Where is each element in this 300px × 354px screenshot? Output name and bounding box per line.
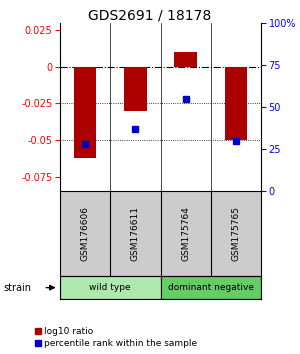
- Bar: [60, 276, 160, 299]
- Bar: [160, 276, 261, 299]
- Bar: [225, 67, 247, 140]
- Text: GSM176611: GSM176611: [131, 206, 140, 261]
- Text: GSM176606: GSM176606: [81, 206, 90, 261]
- Legend: log10 ratio, percentile rank within the sample: log10 ratio, percentile rank within the …: [34, 327, 197, 348]
- Bar: [174, 52, 197, 67]
- Text: GSM175765: GSM175765: [231, 206, 240, 261]
- Text: GDS2691 / 18178: GDS2691 / 18178: [88, 9, 212, 23]
- Text: wild type: wild type: [89, 283, 131, 292]
- Text: GSM175764: GSM175764: [181, 206, 190, 261]
- Text: strain: strain: [3, 282, 31, 293]
- Bar: [124, 67, 147, 111]
- Text: dominant negative: dominant negative: [168, 283, 254, 292]
- Bar: [74, 67, 96, 158]
